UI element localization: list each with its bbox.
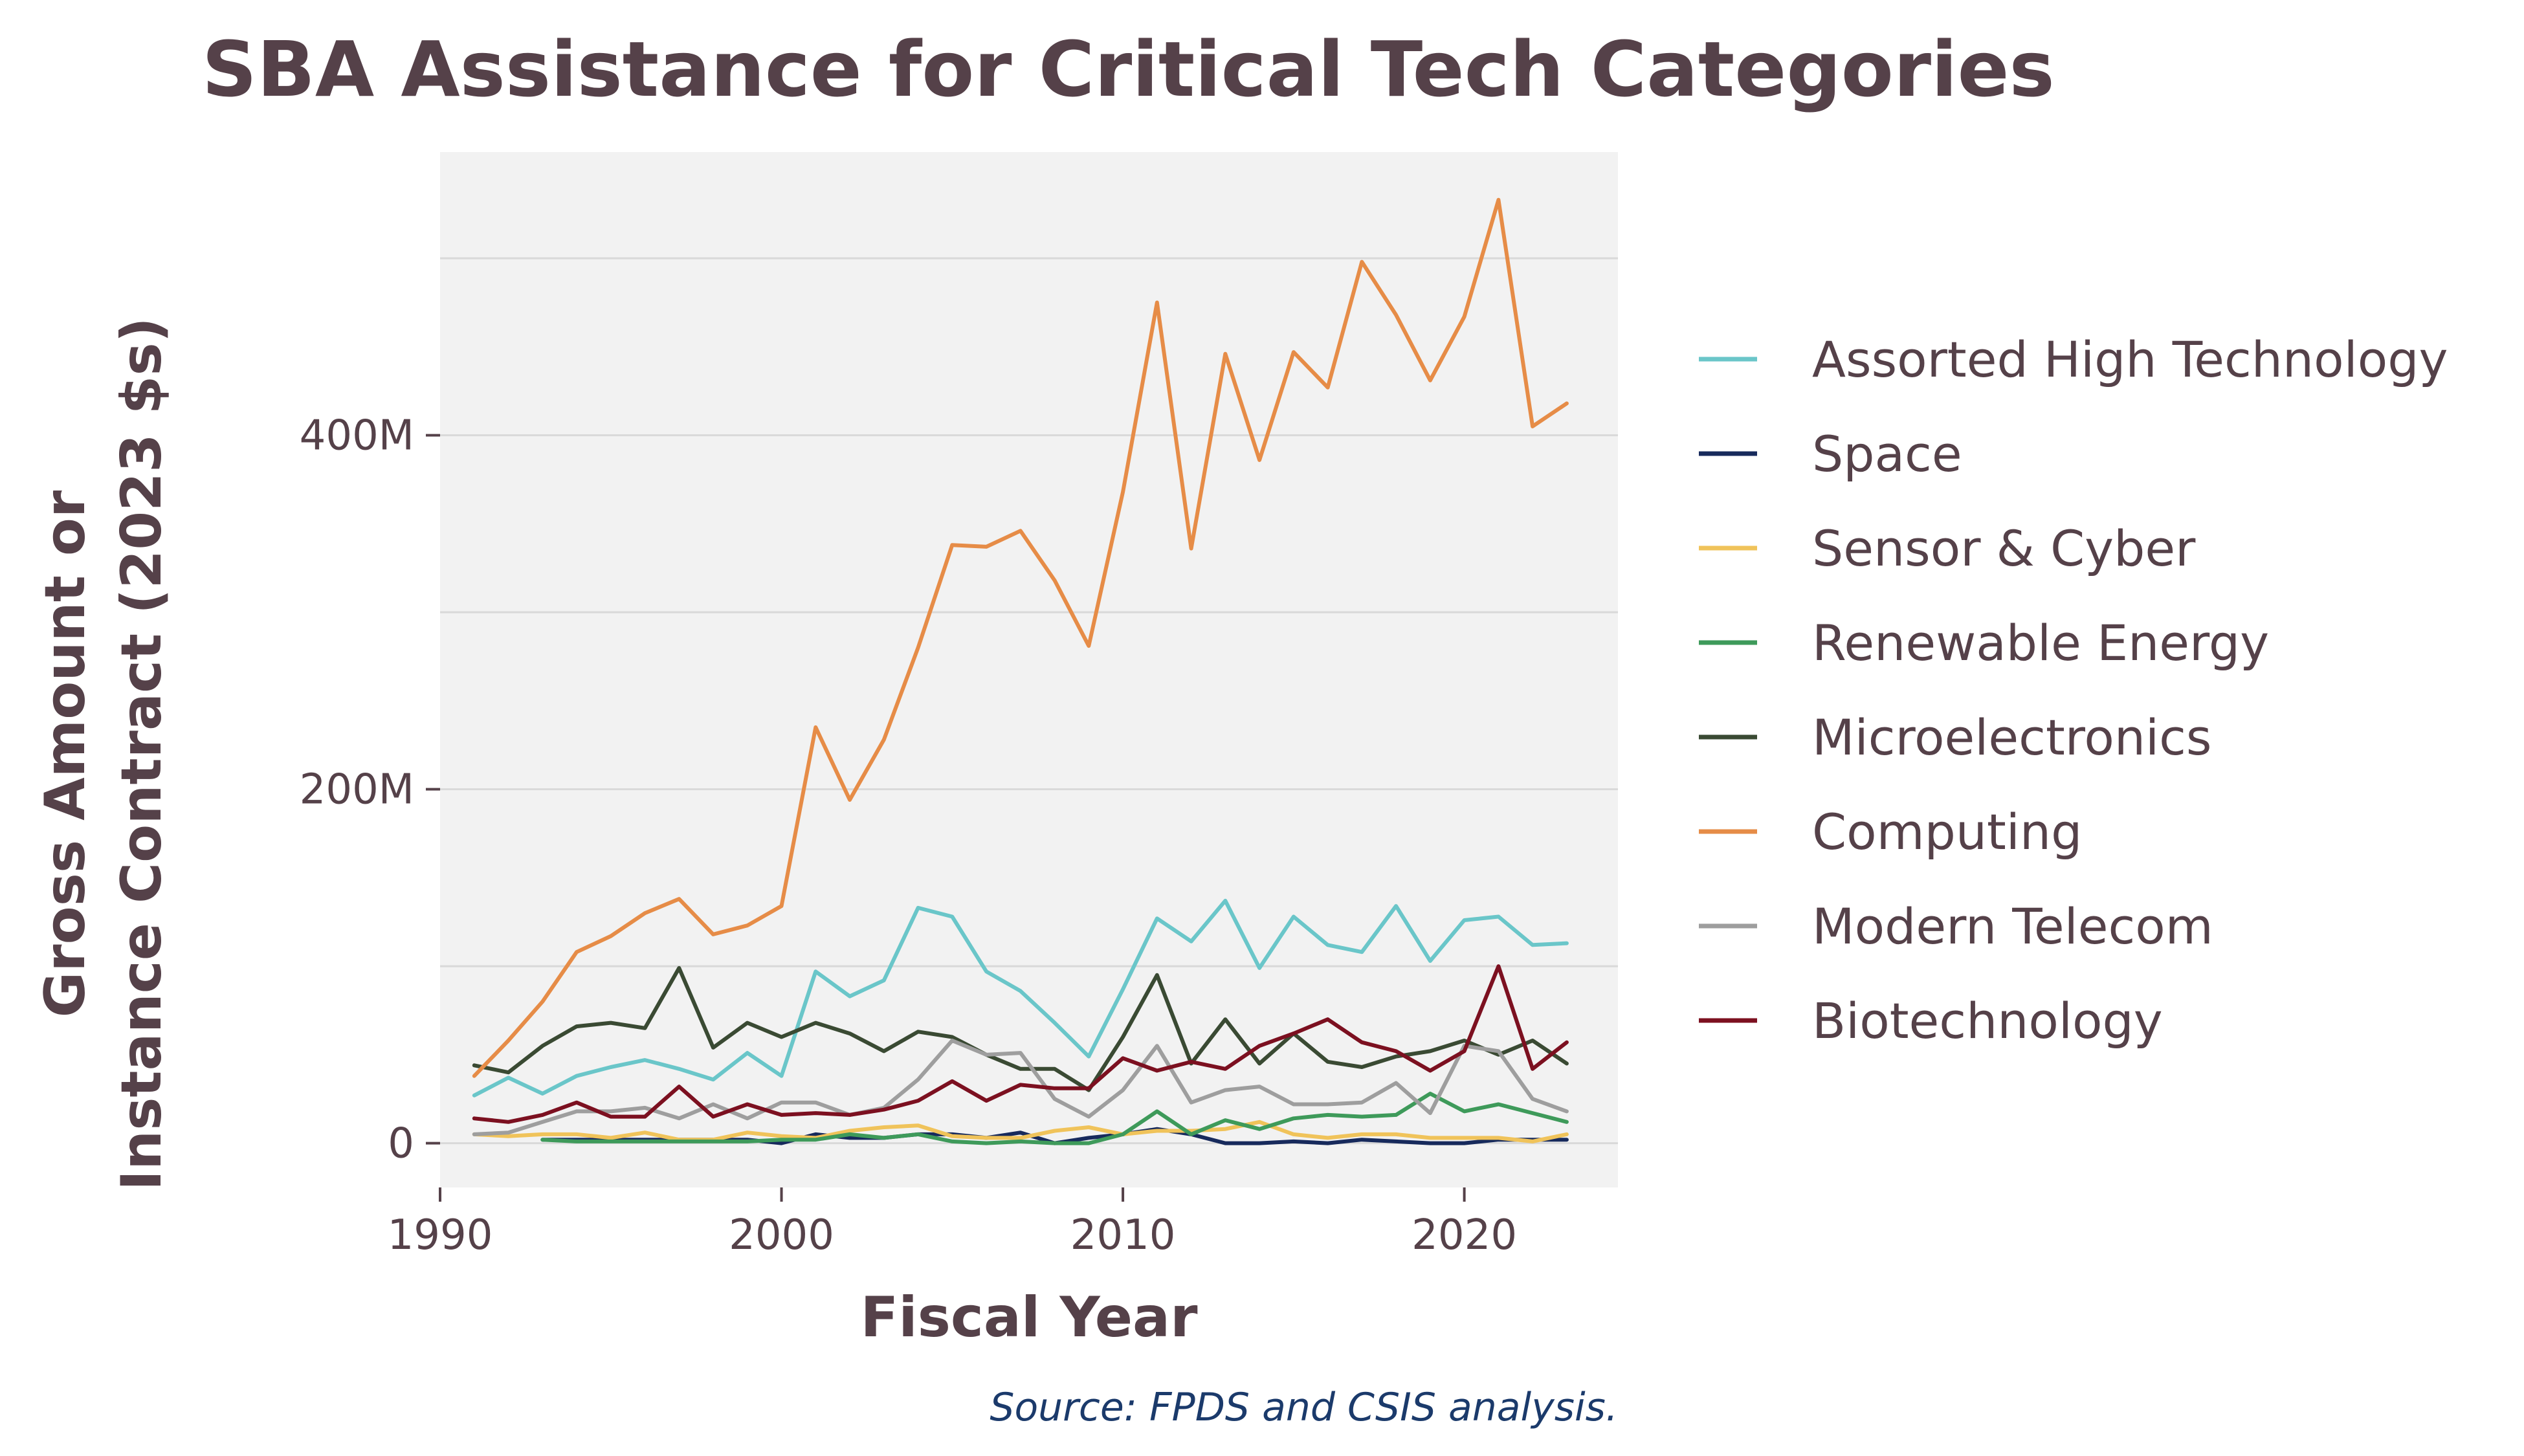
y-tick-label: 400M [300,412,414,460]
legend-label-modern-telecom: Modern Telecom [1812,898,2213,955]
legend-label-biotechnology: Biotechnology [1812,992,2163,1050]
legend-label-assorted-high-technology: Assorted High Technology [1812,331,2448,388]
series-line-microelectronics [472,965,1569,1092]
chart-title: SBA Assistance for Critical Tech Categor… [202,25,2055,114]
series-line-sensor-cyber [472,1120,1569,1143]
y-axis-title-line-2: Instance Contract (2023 $s) [109,317,174,1191]
y-axis-title-line-1: Gross Amount or [33,490,98,1017]
legend: Assorted High Technology Space Sensor & Cy… [1699,331,2448,1050]
series-line-computing [472,197,1569,1078]
axes: 0 200M 400M 1990 2000 2010 2020 [300,412,1517,1259]
plot-background [440,152,1618,1187]
series-line-renewable-energy [540,1092,1569,1145]
series-line-assorted-high-technology [472,898,1569,1098]
x-tick-label: 2020 [1411,1211,1517,1259]
series-lines [472,197,1569,1145]
source-note: Source: FPDS and CSIS analysis. [990,1385,1618,1430]
x-tick-label: 2010 [1070,1211,1176,1259]
series-line-modern-telecom [472,1039,1569,1136]
series-line-biotechnology [472,964,1569,1124]
y-tick-label: 0 [388,1120,414,1168]
y-axis-title: Gross Amount or Instance Contract (2023 … [33,317,174,1191]
y-tick-label: 200M [300,766,414,814]
x-axis-title: Fiscal Year [861,1285,1199,1350]
legend-label-space: Space [1812,425,1962,483]
x-tick-label: 1990 [388,1211,493,1259]
legend-label-microelectronics: Microelectronics [1812,709,2212,766]
legend-label-renewable-energy: Renewable Energy [1812,614,2269,672]
x-tick-label: 2000 [729,1211,834,1259]
legend-label-computing: Computing [1812,803,2082,861]
legend-label-sensor-cyber: Sensor & Cyber [1812,520,2196,577]
